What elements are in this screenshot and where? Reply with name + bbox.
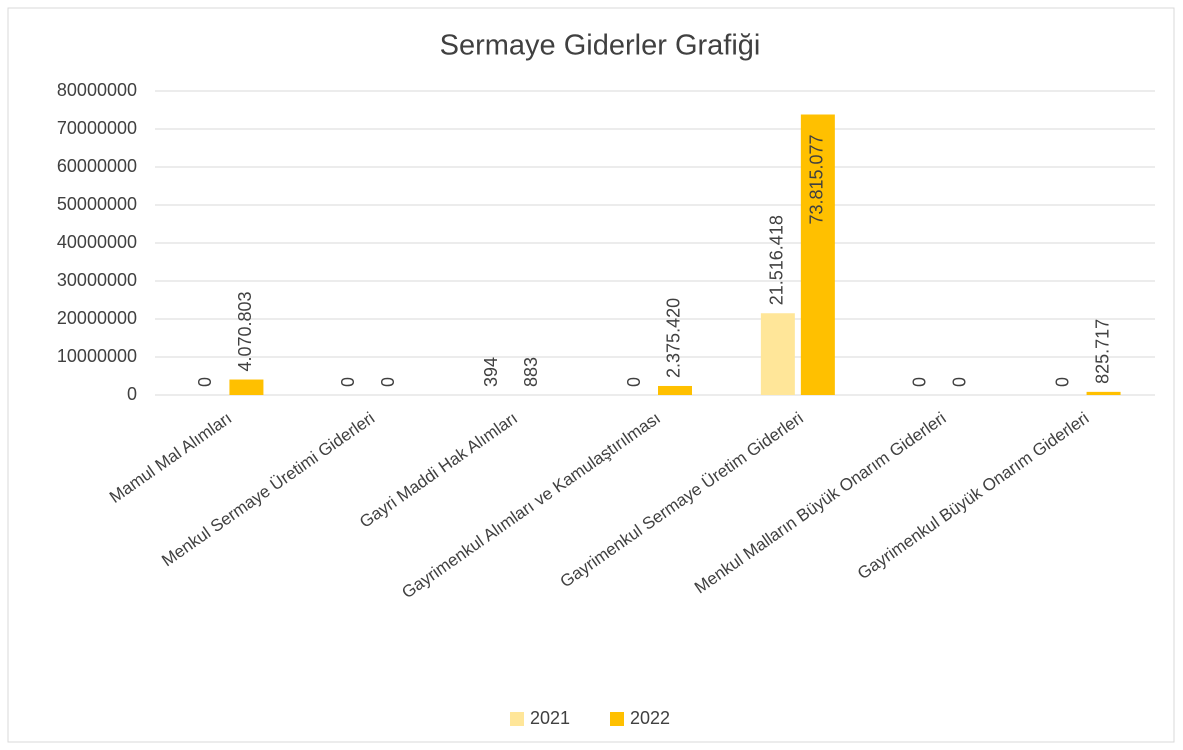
bar (1086, 391, 1121, 395)
bar (800, 114, 835, 395)
value-label: 2.375.420 (664, 298, 684, 378)
y-tick-label: 0 (127, 384, 137, 404)
value-label: 73.815.077 (807, 134, 827, 224)
legend-label: 2022 (630, 708, 670, 728)
value-label: 0 (378, 377, 398, 387)
value-label: 394 (481, 357, 501, 387)
value-label: 0 (949, 377, 969, 387)
bar (658, 385, 692, 395)
chart-title: Sermaye Giderler Grafiği (440, 30, 761, 62)
bar (760, 313, 795, 395)
y-tick-label: 60000000 (57, 156, 137, 176)
y-tick-label: 40000000 (57, 232, 137, 252)
value-label: 825.717 (1092, 319, 1112, 384)
y-tick-label: 70000000 (57, 118, 137, 138)
legend-swatch (510, 712, 524, 726)
y-tick-label: 20000000 (57, 308, 137, 328)
y-tick-label: 50000000 (57, 194, 137, 214)
y-tick-label: 80000000 (57, 80, 137, 100)
value-label: 0 (909, 377, 929, 387)
value-label: 4.070.803 (235, 291, 255, 371)
value-label: 0 (624, 377, 644, 387)
bar (229, 379, 264, 395)
y-tick-label: 30000000 (57, 270, 137, 290)
legend-swatch (610, 712, 624, 726)
value-label: 21.516.418 (767, 215, 787, 305)
legend-label: 2021 (530, 708, 570, 728)
value-label: 0 (338, 377, 358, 387)
value-label: 883 (521, 357, 541, 387)
value-label: 0 (1052, 377, 1072, 387)
y-tick-label: 10000000 (57, 346, 137, 366)
value-label: 0 (195, 377, 215, 387)
chart-frame (7, 7, 1175, 743)
